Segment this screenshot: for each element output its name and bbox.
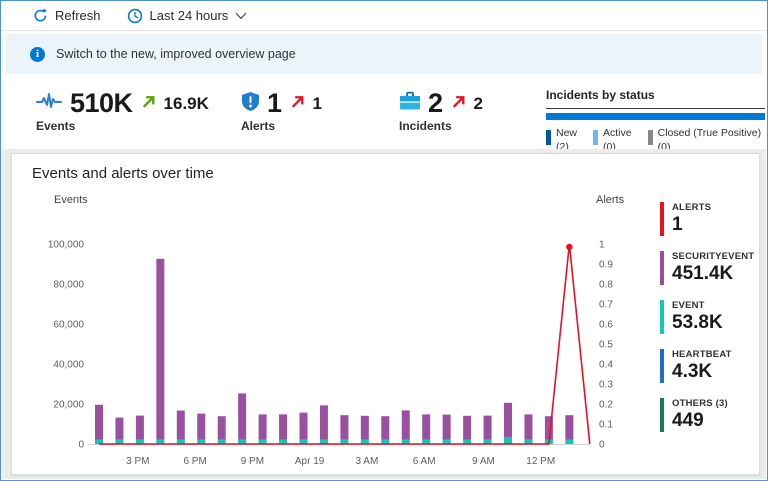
svg-text:Apr 19: Apr 19 bbox=[295, 456, 325, 467]
incidents-delta: 2 bbox=[473, 93, 483, 113]
clock-icon bbox=[127, 8, 143, 24]
events-stat-tile[interactable]: 510K 16.9K Events bbox=[36, 88, 209, 133]
info-icon: i bbox=[30, 46, 45, 62]
svg-text:0: 0 bbox=[599, 440, 605, 451]
svg-text:1: 1 bbox=[599, 240, 605, 251]
right-axis-title: Alerts bbox=[596, 194, 625, 206]
incidents-by-status-section: Incidents by status New (2) Active (0) C… bbox=[546, 88, 765, 154]
chart-legend: ALERTS 1 SECURITYEVENT 451.4K EVENT 53.8… bbox=[660, 202, 760, 447]
svg-text:0: 0 bbox=[78, 440, 84, 451]
shield-alert-icon bbox=[241, 91, 260, 117]
svg-text:9 PM: 9 PM bbox=[241, 456, 264, 467]
svg-text:9 AM: 9 AM bbox=[472, 456, 495, 467]
toolbar: Refresh Last 24 hours bbox=[1, 1, 767, 31]
legend-item-alerts: ALERTS 1 bbox=[660, 202, 760, 236]
left-axis-title: Events bbox=[54, 194, 88, 206]
incidents-value: 2 bbox=[428, 88, 443, 118]
legend-item-heartbeat: HEARTBEAT 4.3K bbox=[660, 349, 760, 383]
alerts-label: Alerts bbox=[241, 119, 276, 133]
incidents-by-status-title: Incidents by status bbox=[546, 88, 765, 109]
stats-row: 510K 16.9K Events 1 bbox=[1, 74, 767, 153]
svg-text:0.3: 0.3 bbox=[599, 380, 613, 391]
legend-item-event: EVENT 53.8K bbox=[660, 300, 760, 334]
briefcase-icon bbox=[399, 91, 421, 116]
events-value: 510K bbox=[70, 88, 133, 118]
events-label: Events bbox=[36, 119, 76, 133]
refresh-label: Refresh bbox=[55, 8, 101, 23]
incidents-status-bar bbox=[546, 113, 765, 120]
svg-text:40,000: 40,000 bbox=[53, 360, 84, 371]
svg-text:0.2: 0.2 bbox=[599, 400, 613, 411]
banner-message: Switch to the new, improved overview pag… bbox=[56, 47, 296, 61]
svg-text:0.7: 0.7 bbox=[599, 300, 613, 311]
legend-item-others: OTHERS (3) 449 bbox=[660, 398, 760, 432]
legend-item-securityevent: SECURITYEVENT 451.4K bbox=[660, 251, 760, 285]
svg-text:0.5: 0.5 bbox=[599, 340, 613, 351]
svg-text:0.6: 0.6 bbox=[599, 320, 613, 331]
alerts-stat-tile[interactable]: 1 1 Alerts bbox=[241, 88, 322, 133]
svg-text:6 AM: 6 AM bbox=[413, 456, 436, 467]
refresh-button[interactable]: Refresh bbox=[33, 8, 101, 23]
trend-up-icon-red bbox=[289, 93, 306, 115]
svg-text:80,000: 80,000 bbox=[53, 280, 84, 291]
chevron-down-icon bbox=[235, 12, 247, 20]
svg-text:100,000: 100,000 bbox=[48, 240, 85, 251]
svg-text:0.1: 0.1 bbox=[599, 420, 613, 431]
svg-text:3 AM: 3 AM bbox=[355, 456, 378, 467]
events-delta: 16.9K bbox=[163, 93, 209, 113]
trend-up-icon-red bbox=[450, 93, 467, 115]
chart-title: Events and alerts over time bbox=[32, 165, 214, 182]
alerts-value: 1 bbox=[267, 88, 282, 118]
svg-text:12 PM: 12 PM bbox=[526, 456, 555, 467]
incidents-label: Incidents bbox=[399, 119, 452, 133]
svg-text:0.9: 0.9 bbox=[599, 260, 613, 271]
events-alerts-chart-card: Events and alerts over time Events Alert… bbox=[11, 153, 760, 475]
incidents-stat-tile[interactable]: 2 2 Incidents bbox=[399, 88, 483, 133]
events-alerts-chart: 100,000 80,000 60,000 40,000 20,000 0 1 0.9 0.8 0… bbox=[48, 240, 613, 468]
status-swatch-active bbox=[593, 130, 599, 145]
svg-text:20,000: 20,000 bbox=[53, 400, 84, 411]
pulse-icon bbox=[36, 91, 63, 116]
alerts-delta: 1 bbox=[312, 93, 322, 113]
svg-text:60,000: 60,000 bbox=[53, 320, 84, 331]
info-banner[interactable]: i Switch to the new, improved overview p… bbox=[6, 34, 762, 74]
time-range-label: Last 24 hours bbox=[149, 8, 229, 23]
status-swatch-new bbox=[546, 130, 551, 145]
time-range-dropdown[interactable]: Last 24 hours bbox=[127, 8, 248, 24]
trend-up-icon-green bbox=[140, 93, 157, 115]
refresh-icon bbox=[33, 8, 48, 23]
svg-text:0.4: 0.4 bbox=[599, 360, 613, 371]
status-swatch-closed bbox=[647, 130, 653, 145]
svg-text:6 PM: 6 PM bbox=[183, 456, 206, 467]
svg-text:0.8: 0.8 bbox=[599, 280, 613, 291]
svg-text:3 PM: 3 PM bbox=[126, 456, 149, 467]
content-area: Events and alerts over time Events Alert… bbox=[2, 149, 766, 479]
